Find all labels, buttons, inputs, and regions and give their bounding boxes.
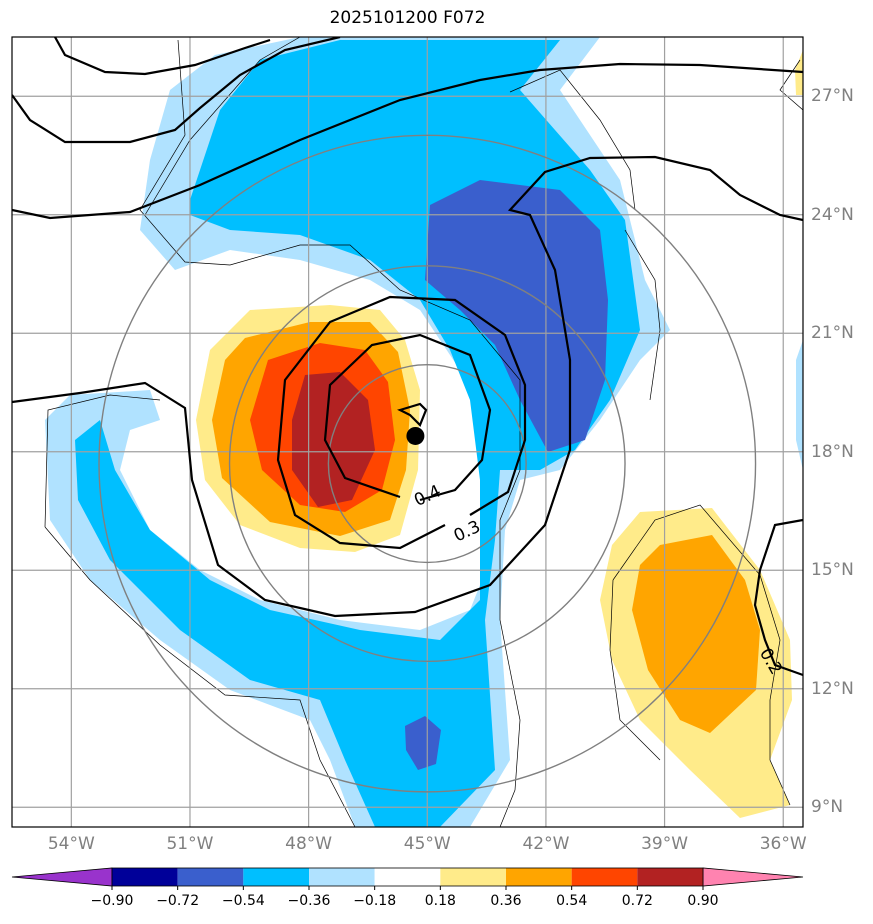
isoline-0.3	[276, 295, 527, 550]
negative-shading-dark-south	[405, 716, 441, 770]
contour-label-0: 0.4	[411, 481, 444, 511]
colorbar-label-0: −0.90	[90, 893, 134, 909]
colorbar-extend-high	[702, 867, 804, 887]
colorbar-label-6: 0.36	[490, 893, 522, 909]
lon-tick-label-1: 51°W	[166, 834, 214, 854]
colorbar-label-9: 0.90	[687, 893, 719, 909]
isoline-outer-swirl	[12, 155, 803, 618]
colorbar-box-8	[637, 868, 703, 886]
lat-tick-label-2: 15°N	[811, 560, 854, 581]
isoline-center-small	[397, 402, 428, 427]
contour-label-1: 0.3	[451, 517, 484, 547]
colorbar-box-3	[309, 868, 375, 886]
colorbar-box-4	[374, 868, 441, 886]
colorbar-frame	[111, 867, 704, 887]
range-rings	[98, 134, 757, 793]
isoline-0.4	[323, 333, 492, 502]
lon-tick-label-5: 39°W	[641, 834, 689, 854]
range-ring-1	[228, 265, 626, 663]
negative-shading-light-east	[796, 340, 803, 470]
lon-tick-label-3: 45°W	[403, 834, 451, 854]
lat-tick-label-4: 21°N	[811, 323, 854, 344]
lon-tick-label-0: 54°W	[47, 834, 95, 854]
colorbar-label-7: 0.54	[556, 893, 588, 909]
isolines	[12, 37, 803, 677]
positive-shading-maroon	[292, 372, 375, 507]
lat-tick-label-3: 18°N	[811, 441, 854, 462]
isoline-north-2	[12, 37, 341, 144]
range-ring-2	[98, 134, 757, 793]
lon-tick-label-4: 42°W	[522, 834, 570, 854]
colorbar-box-5	[440, 868, 506, 886]
lon-tick-label-2: 48°W	[285, 834, 333, 854]
shading-outlines	[44, 37, 803, 827]
colorbar-label-5: 0.18	[424, 893, 456, 909]
colorbar-label-4: −0.18	[353, 893, 397, 909]
gridlines	[12, 37, 803, 827]
isoline-0.2	[753, 518, 803, 677]
isoline-north-1	[12, 62, 803, 220]
colorbar-box-1	[177, 868, 244, 886]
range-ring-0	[327, 364, 527, 564]
shading-layer	[45, 37, 803, 827]
lat-tick-label-5: 24°N	[811, 204, 854, 225]
map-frame	[11, 36, 804, 828]
colorbar-label-1: −0.72	[156, 893, 200, 909]
colorbar-box-6	[506, 868, 572, 886]
storm-center-marker	[406, 426, 425, 445]
colorbar-label-3: −0.36	[287, 893, 331, 909]
colorbar-box-0	[112, 868, 178, 886]
lon-tick-label-6: 36°W	[759, 834, 807, 854]
chart-title: 2025101200 F072	[329, 8, 486, 28]
colorbar-box-2	[243, 868, 309, 886]
negative-shading-dark	[425, 180, 608, 452]
isoline-north-3	[54, 37, 271, 76]
colorbar-label-2: −0.54	[221, 893, 265, 909]
lat-tick-label-1: 12°N	[811, 678, 854, 699]
lat-tick-label-0: 9°N	[811, 797, 844, 818]
lat-tick-label-6: 27°N	[811, 86, 854, 107]
colorbar	[11, 867, 804, 890]
colorbar-extend-low	[11, 867, 113, 887]
colorbar-label-8: 0.72	[621, 893, 653, 909]
colorbar-box-7	[571, 868, 638, 886]
